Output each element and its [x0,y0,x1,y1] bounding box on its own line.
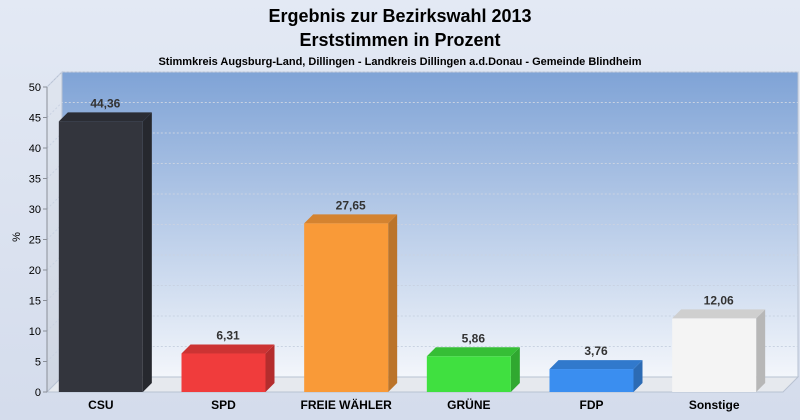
grid-line [46,71,798,88]
y-tick-label: 0 [35,387,41,399]
y-tick-label: 20 [29,265,41,277]
bar-top [181,344,275,354]
bar-top [672,309,766,319]
y-tick-label: 40 [29,143,41,155]
bar-sonstige [672,309,766,392]
y-tick-label: 15 [29,296,41,308]
bar-side [265,344,275,392]
bar-top [304,214,398,224]
x-tick-label: FREIE WÄHLER [300,397,392,412]
bar-side [142,112,152,393]
x-tick-label: GRÜNE [447,397,490,412]
y-axis-label: % [11,232,23,242]
bar-front [181,353,266,392]
y-tick-label: 5 [35,357,41,369]
bar-side [510,347,520,392]
grid-line [46,102,798,118]
bar-fdp [549,360,643,392]
bar-front [672,318,757,392]
x-tick-label: CSU [88,398,113,412]
data-label: 5,86 [462,331,486,345]
y-tick-label: 25 [29,235,41,247]
bar-side [633,360,643,392]
labels: 44,36 CSU 6,31 SPD 27,65 FREIE WÄHLER 5,86 GRÜN… [88,96,740,412]
x-tick-label: FDP [580,398,604,412]
data-label: 6,31 [216,329,240,343]
x-tick-label: Sonstige [689,398,740,412]
bar-side [756,309,766,392]
x-tick-label: SPD [211,398,236,412]
bar-front [426,356,511,392]
data-label: 3,76 [584,344,608,358]
y-tick-label: 35 [29,174,41,186]
chart-title: Ergebnis zur Bezirkswahl 2013 [268,6,531,26]
data-label: 44,36 [90,96,120,110]
y-tick-label: 45 [29,113,41,125]
y-tick-label: 50 [29,82,41,94]
chart-caption: Stimmkreis Augsburg-Land, Dillingen - La… [158,56,641,68]
bars [58,112,766,393]
y-tick-label: 30 [29,204,41,216]
y-tick-label: 10 [29,326,41,338]
bar-top [549,360,643,370]
data-label: 12,06 [704,293,734,307]
bar-csu [58,112,152,393]
bar-side [388,214,398,392]
bar-freie-w-hler [304,214,398,392]
bar-gr-ne [426,347,520,392]
bar-top [58,112,152,122]
bar-front [304,223,389,392]
bar-front [58,121,143,393]
data-label: 27,65 [336,198,366,212]
y-axis: 0 5 10 15 20 25 30 35 40 45 50 [29,82,48,399]
chart-subtitle: Erststimmen in Prozent [299,30,500,50]
bar-front [549,369,634,392]
bar-spd [181,344,275,392]
bar-top [426,347,520,357]
